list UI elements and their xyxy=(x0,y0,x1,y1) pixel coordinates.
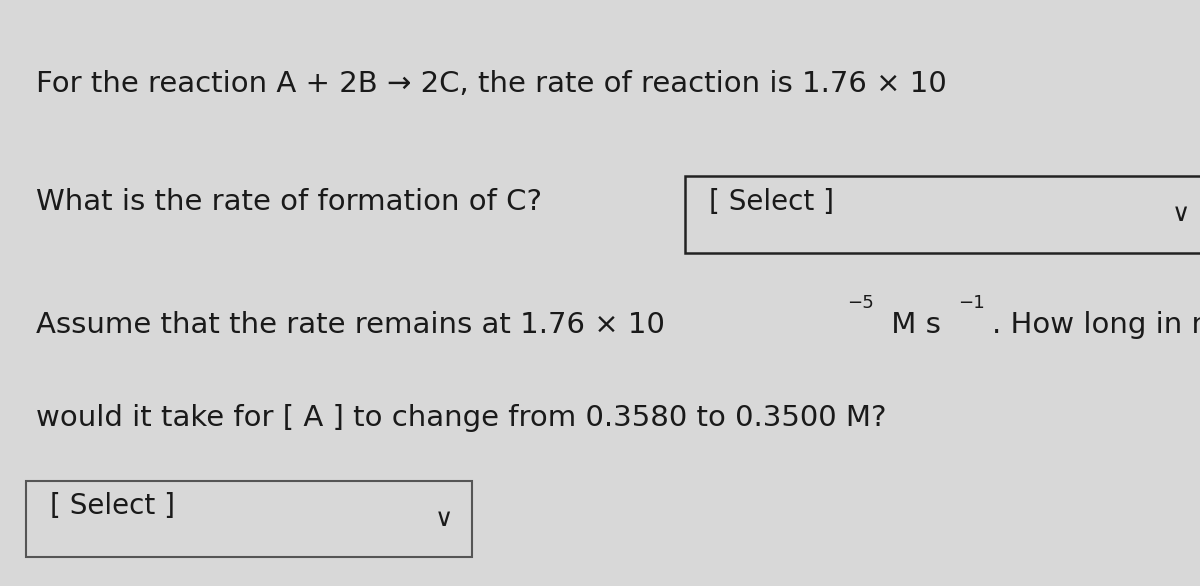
Text: M s: M s xyxy=(882,311,941,339)
Text: ∨: ∨ xyxy=(1171,202,1190,226)
Text: −1: −1 xyxy=(958,294,985,312)
Text: [ Select ]: [ Select ] xyxy=(50,492,175,520)
Text: Assume that the rate remains at 1.76 × 10: Assume that the rate remains at 1.76 × 1… xyxy=(36,311,665,339)
Text: . How long in minutes: . How long in minutes xyxy=(992,311,1200,339)
FancyBboxPatch shape xyxy=(26,481,472,557)
Text: [ Select ]: [ Select ] xyxy=(709,188,834,216)
Text: would it take for [ A ] to change from 0.3580 to 0.3500 M?: would it take for [ A ] to change from 0… xyxy=(36,404,887,432)
Text: ∨: ∨ xyxy=(434,507,454,531)
Text: −5: −5 xyxy=(847,294,875,312)
FancyBboxPatch shape xyxy=(685,176,1200,253)
Text: What is the rate of formation of C?: What is the rate of formation of C? xyxy=(36,188,542,216)
Text: For the reaction A + 2B → 2C, the rate of reaction is 1.76 × 10: For the reaction A + 2B → 2C, the rate o… xyxy=(36,70,947,98)
